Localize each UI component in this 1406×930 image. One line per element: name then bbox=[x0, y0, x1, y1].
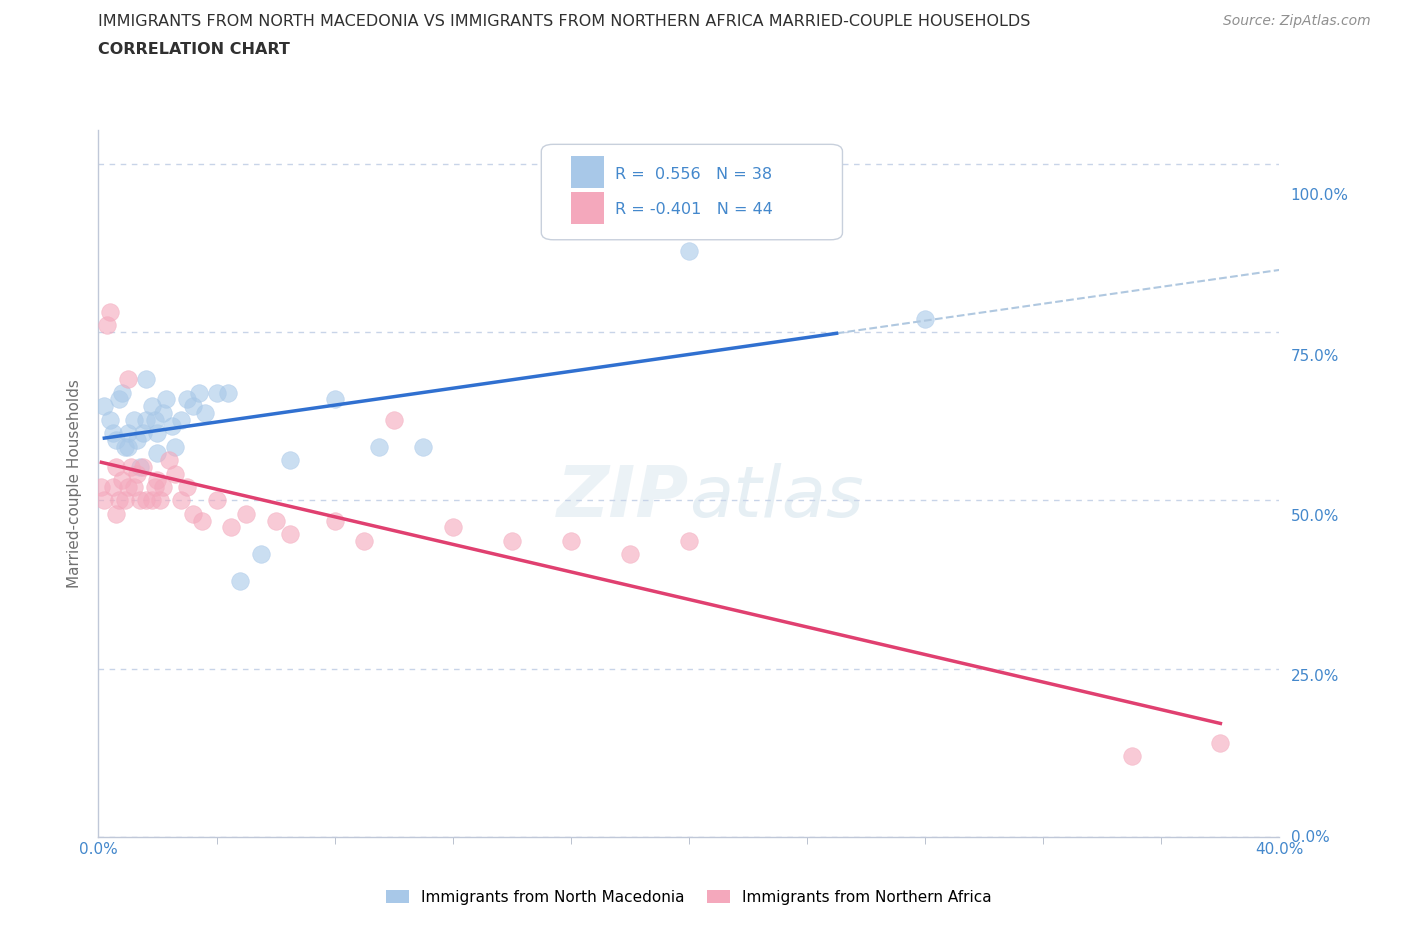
Point bbox=[323, 513, 346, 528]
Point bbox=[146, 445, 169, 460]
Point bbox=[678, 534, 700, 549]
Point bbox=[117, 426, 139, 441]
Point bbox=[105, 459, 128, 474]
FancyBboxPatch shape bbox=[541, 144, 842, 240]
Point bbox=[108, 493, 131, 508]
Text: ZIP: ZIP bbox=[557, 463, 689, 532]
Point bbox=[141, 493, 163, 508]
Text: 0.0%: 0.0% bbox=[1291, 830, 1329, 844]
Text: 100.0%: 100.0% bbox=[1291, 189, 1348, 204]
Point bbox=[165, 439, 187, 454]
Point bbox=[176, 480, 198, 495]
Y-axis label: Married-couple Households: Married-couple Households bbox=[67, 379, 83, 588]
Point bbox=[111, 385, 134, 400]
Point bbox=[141, 399, 163, 414]
Point bbox=[143, 480, 166, 495]
Point bbox=[146, 426, 169, 441]
Point bbox=[278, 526, 302, 541]
Point bbox=[114, 439, 136, 454]
Point bbox=[103, 426, 125, 441]
Point bbox=[135, 372, 157, 387]
Point bbox=[205, 385, 228, 400]
Point bbox=[1209, 736, 1232, 751]
Point bbox=[181, 507, 204, 522]
Point bbox=[368, 439, 391, 454]
Legend: Immigrants from North Macedonia, Immigrants from Northern Africa: Immigrants from North Macedonia, Immigra… bbox=[380, 884, 998, 910]
Point bbox=[678, 244, 700, 259]
Text: atlas: atlas bbox=[689, 463, 863, 532]
Point bbox=[90, 480, 112, 495]
Point bbox=[619, 547, 641, 562]
Point bbox=[205, 493, 228, 508]
Point bbox=[122, 480, 145, 495]
Point bbox=[501, 534, 523, 549]
Point bbox=[122, 412, 145, 427]
Text: R =  0.556   N = 38: R = 0.556 N = 38 bbox=[614, 166, 772, 181]
Point bbox=[152, 480, 174, 495]
Point bbox=[93, 493, 115, 508]
Point bbox=[441, 520, 464, 535]
Text: CORRELATION CHART: CORRELATION CHART bbox=[98, 42, 290, 57]
Point bbox=[235, 507, 257, 522]
Point bbox=[143, 412, 166, 427]
Point bbox=[353, 534, 375, 549]
Point bbox=[117, 480, 139, 495]
Point bbox=[105, 507, 128, 522]
Point bbox=[98, 412, 121, 427]
Point bbox=[120, 459, 142, 474]
Text: 50.0%: 50.0% bbox=[1291, 509, 1339, 524]
Point bbox=[170, 493, 193, 508]
Point bbox=[111, 472, 134, 487]
Point bbox=[108, 392, 131, 407]
Point bbox=[264, 513, 287, 528]
Point bbox=[323, 392, 346, 407]
Point bbox=[125, 432, 148, 447]
Point bbox=[128, 459, 150, 474]
FancyBboxPatch shape bbox=[571, 156, 605, 188]
Text: IMMIGRANTS FROM NORTH MACEDONIA VS IMMIGRANTS FROM NORTHERN AFRICA MARRIED-COUPL: IMMIGRANTS FROM NORTH MACEDONIA VS IMMIG… bbox=[98, 14, 1031, 29]
Text: 25.0%: 25.0% bbox=[1291, 670, 1339, 684]
Point bbox=[146, 472, 169, 487]
Point bbox=[278, 453, 302, 468]
Point bbox=[382, 412, 405, 427]
Point bbox=[125, 466, 148, 481]
Point bbox=[229, 574, 252, 589]
Point bbox=[135, 493, 157, 508]
Text: 75.0%: 75.0% bbox=[1291, 349, 1339, 364]
Point bbox=[98, 304, 121, 319]
Point bbox=[155, 392, 177, 407]
Point bbox=[170, 412, 193, 427]
Point bbox=[149, 493, 172, 508]
Point bbox=[157, 453, 180, 468]
Point bbox=[96, 318, 118, 333]
Point bbox=[176, 392, 198, 407]
Point bbox=[191, 513, 214, 528]
Point bbox=[914, 312, 936, 326]
Point bbox=[103, 480, 125, 495]
Point bbox=[181, 399, 204, 414]
Point bbox=[219, 520, 242, 535]
Point bbox=[132, 459, 155, 474]
Point bbox=[165, 466, 187, 481]
Point bbox=[560, 534, 582, 549]
Point bbox=[217, 385, 239, 400]
Point bbox=[105, 432, 128, 447]
Point bbox=[132, 426, 155, 441]
Text: Source: ZipAtlas.com: Source: ZipAtlas.com bbox=[1223, 14, 1371, 28]
Point bbox=[187, 385, 209, 400]
Point bbox=[412, 439, 434, 454]
Point bbox=[114, 493, 136, 508]
Point bbox=[1121, 749, 1143, 764]
Text: R = -0.401   N = 44: R = -0.401 N = 44 bbox=[614, 202, 772, 217]
Point bbox=[135, 412, 157, 427]
Point bbox=[93, 399, 115, 414]
Point bbox=[128, 493, 150, 508]
Point bbox=[117, 372, 139, 387]
FancyBboxPatch shape bbox=[571, 193, 605, 224]
Point bbox=[162, 418, 183, 433]
Point bbox=[194, 405, 217, 420]
Point bbox=[117, 439, 139, 454]
Point bbox=[152, 405, 174, 420]
Point bbox=[250, 547, 273, 562]
